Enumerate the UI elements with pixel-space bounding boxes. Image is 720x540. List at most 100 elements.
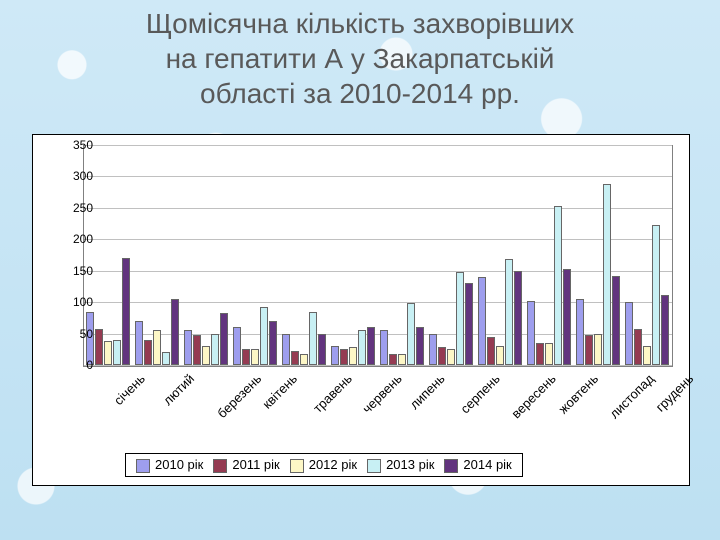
x-tick-label: липень	[406, 371, 447, 412]
x-tick-label: грудень	[652, 371, 696, 415]
bar	[300, 354, 308, 365]
bar	[612, 276, 620, 365]
bar	[545, 343, 553, 365]
bar	[349, 347, 357, 365]
bar	[318, 334, 326, 365]
legend-label: 2012 рік	[309, 457, 357, 472]
bar	[340, 349, 348, 365]
bar	[104, 341, 112, 365]
bar	[135, 321, 143, 365]
x-tick-label: серпень	[457, 371, 502, 416]
y-tick-label: 300	[53, 169, 93, 183]
legend-item: 2012 рік	[280, 457, 357, 473]
bar	[144, 340, 152, 365]
legend-label: 2010 рік	[155, 457, 203, 472]
bar	[269, 321, 277, 365]
bar	[309, 312, 317, 365]
bar	[447, 349, 455, 365]
bar	[536, 343, 544, 365]
legend-label: 2011 рік	[232, 457, 279, 472]
legend-item: 2013 рік	[357, 457, 434, 473]
bar	[233, 327, 241, 365]
bar	[625, 302, 633, 365]
legend-swatch	[367, 459, 381, 473]
bar	[113, 340, 121, 365]
bar	[585, 335, 593, 365]
bar	[358, 330, 366, 365]
bar	[514, 271, 522, 365]
bar	[554, 206, 562, 365]
x-tick-label: вересень	[508, 371, 558, 421]
y-tick-label: 150	[53, 264, 93, 278]
bar	[407, 303, 415, 365]
bar	[171, 299, 179, 365]
x-tick-label: березень	[214, 371, 264, 421]
bar	[478, 277, 486, 365]
bar	[652, 225, 660, 365]
bar	[291, 351, 299, 365]
bar	[220, 313, 228, 365]
legend-label: 2014 рік	[463, 457, 511, 472]
bar	[380, 330, 388, 365]
y-tick-label: 350	[53, 138, 93, 152]
y-tick-label: 100	[53, 295, 93, 309]
bar	[416, 327, 424, 365]
x-tick-label: травень	[310, 371, 355, 416]
bar	[282, 334, 290, 365]
bar	[429, 334, 437, 365]
bar	[496, 346, 504, 365]
bar	[465, 283, 473, 365]
legend-label: 2013 рік	[386, 457, 434, 472]
bar	[505, 259, 513, 365]
bar	[202, 346, 210, 365]
bar	[398, 354, 406, 365]
bar	[643, 346, 651, 365]
bar	[527, 301, 535, 365]
legend-swatch	[290, 459, 304, 473]
bar	[487, 337, 495, 365]
y-tick-label: 0	[53, 358, 93, 372]
bar	[603, 184, 611, 365]
x-tick-label: лютий	[159, 371, 196, 408]
bar	[184, 330, 192, 365]
legend-item: 2014 рік	[434, 457, 511, 473]
bar	[260, 307, 268, 365]
y-tick-label: 250	[53, 201, 93, 215]
y-tick-label: 200	[53, 232, 93, 246]
x-tick-label: січень	[110, 371, 147, 408]
bar	[251, 349, 259, 365]
title-line3: області за 2010-2014 рр.	[200, 78, 520, 109]
bar	[634, 329, 642, 365]
bar	[456, 272, 464, 365]
x-tick-label: червень	[359, 371, 404, 416]
legend-item: 2011 рік	[203, 457, 279, 473]
bar	[438, 347, 446, 365]
bars-layer	[83, 145, 671, 365]
bar	[594, 334, 602, 365]
bar	[193, 335, 201, 365]
legend-swatch	[213, 459, 227, 473]
bar	[162, 352, 170, 365]
bar	[576, 299, 584, 365]
chart-container: 0 50 100 150 200 250 300 350 січень лютий березен…	[32, 134, 690, 486]
legend: 2010 рік 2011 рік 2012 рік 2013 рік 2014 рік	[125, 453, 523, 477]
legend-swatch	[136, 459, 150, 473]
legend-item: 2010 рік	[136, 457, 203, 473]
bar	[563, 269, 571, 365]
bar	[153, 330, 161, 365]
title-line2: на гепатити А у Закарпатській	[166, 43, 555, 74]
y-tick-label: 50	[53, 327, 93, 341]
bar	[389, 354, 397, 365]
bar	[122, 258, 130, 365]
x-tick-label: листопад	[606, 371, 656, 421]
bar	[367, 327, 375, 365]
bar	[95, 329, 103, 365]
gridline	[84, 365, 672, 366]
page-title: Щомісячна кількість захворівших на гепат…	[0, 6, 720, 111]
title-line1: Щомісячна кількість захворівших	[146, 8, 574, 39]
bar	[331, 346, 339, 365]
legend-swatch	[444, 459, 458, 473]
x-tick-label: жовтень	[555, 371, 601, 417]
bar	[242, 349, 250, 365]
bar	[211, 334, 219, 365]
